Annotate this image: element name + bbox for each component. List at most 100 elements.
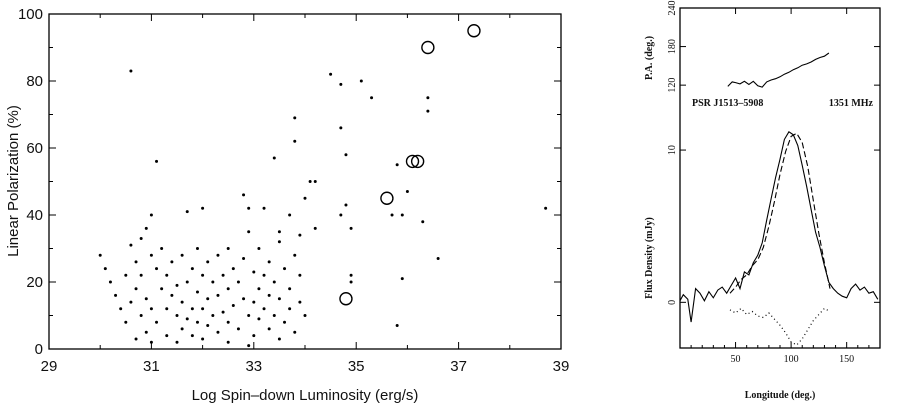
scatter-dot (267, 327, 271, 331)
left-x-tick-label: 39 (553, 358, 570, 375)
scatter-dot (149, 253, 153, 257)
scatter-dot (195, 247, 199, 250)
scatter-dot (298, 273, 302, 277)
scatter-dot (257, 287, 261, 291)
scatter-dot (216, 293, 220, 297)
scatter-dot (206, 260, 210, 264)
right-plot-frame (679, 7, 881, 349)
scatter-dot (242, 193, 246, 197)
right-x-tick-label: 100 (784, 354, 799, 365)
scatter-dot (395, 163, 399, 167)
scatter-dot (252, 270, 256, 274)
scatter-dot (119, 307, 123, 311)
scatter-dot (185, 317, 189, 321)
pa-y-axis: 120 180 240 (667, 1, 880, 93)
scatter-dot (226, 340, 230, 344)
left-y-tick-label: 100 (18, 6, 43, 23)
scatter-dot (349, 226, 353, 230)
scatter-dot (134, 260, 138, 264)
right-x-axis-label: Longitude (deg.) (745, 390, 816, 401)
scatter-dot (149, 307, 153, 311)
scatter-dot (201, 206, 205, 210)
scatter-dot (129, 69, 133, 73)
scatter-dot (298, 300, 302, 304)
scatter-dot (293, 330, 297, 334)
open-circle-marker (339, 292, 353, 306)
left-y-tick-label: 80 (26, 73, 43, 90)
scatter-dot (257, 317, 261, 321)
scatter-dot (160, 247, 164, 250)
scatter-dot (262, 273, 266, 277)
scatter-dot (206, 324, 210, 328)
scatter-dot (236, 327, 240, 331)
frequency-label: 1351 MHz (829, 98, 874, 109)
scatter-dot (165, 334, 169, 338)
scatter-dot (267, 260, 271, 264)
scatter-dot (370, 96, 374, 100)
scatter-dot (277, 240, 281, 244)
solid-profile-line (679, 131, 879, 323)
scatter-dot (339, 82, 343, 86)
scatter-dot (303, 196, 307, 200)
pa-axis-label: P.A. (deg.) (644, 36, 655, 80)
scatter-dot (195, 320, 199, 324)
left-x-tick-label: 33 (245, 358, 262, 375)
scatter-dot (114, 293, 118, 297)
left-x-tick-label: 37 (450, 358, 467, 375)
scatter-dot (155, 267, 159, 271)
scatter-dot (288, 287, 292, 291)
scatter-dot (344, 203, 348, 207)
scatter-dot (252, 334, 256, 338)
left-x-tick-label: 35 (348, 358, 365, 375)
scatter-dot (149, 213, 153, 217)
scatter-dot (247, 206, 251, 210)
scatter-dot (252, 300, 256, 304)
scatter-dot (339, 126, 343, 130)
left-plot-frame (48, 13, 562, 350)
scatter-dot (349, 273, 353, 277)
scatter-dot (144, 226, 148, 230)
scatter-dot (221, 273, 225, 277)
scatter-dot (293, 139, 297, 143)
scatter-dot (201, 337, 205, 341)
scatter-dot (211, 280, 215, 284)
scatter-dot (262, 307, 266, 311)
right-x-axis: 50 100 150 (690, 8, 870, 365)
scatter-dot (180, 253, 184, 257)
scatter-dot (288, 307, 292, 311)
scatter-dot (211, 314, 215, 317)
source-name-label: PSR J1513–5908 (692, 98, 763, 109)
pa-y-tick-label: 180 (667, 39, 678, 54)
scatter-dot (303, 314, 307, 317)
left-y-axis-label: Linear Polarization (%) (5, 105, 22, 257)
scatter-dot (277, 297, 281, 301)
scatter-dot (124, 320, 128, 324)
scatter-dot (298, 233, 302, 237)
right-y-axis: 0 10 (667, 145, 880, 305)
scatter-dot (293, 116, 297, 120)
scatter-dot (134, 337, 138, 341)
left-y-axis: 0 20 40 60 80 100 (18, 6, 561, 358)
scatter-dot (134, 287, 138, 291)
scatter-dot (242, 297, 246, 301)
scatter-dot (226, 247, 230, 250)
left-x-axis-label: Log Spin–down Luminosity (erg/s) (192, 387, 419, 404)
pa-curve (727, 52, 830, 88)
scatter-dot (277, 230, 281, 234)
scatter-dot (175, 340, 179, 344)
scatter-dot (216, 330, 220, 334)
scatter-dot (349, 280, 353, 284)
scatter-dot (226, 320, 230, 324)
scatter-dot (160, 287, 164, 291)
scatter-dot (231, 303, 235, 307)
pulse-profile-chart: 50 100 150 0 10 120 180 240 PSR J1513–5908 13… (644, 1, 881, 401)
right-y-axis-label: Flux Density (mJy) (644, 217, 655, 299)
scatter-dot (170, 293, 174, 297)
scatter-dot (390, 213, 394, 217)
scatter-dot (144, 330, 148, 334)
scatter-dot (226, 287, 230, 291)
right-y-tick-label: 10 (667, 145, 678, 155)
scatter-dot (236, 280, 240, 284)
scatter-dot (190, 334, 194, 338)
pa-y-tick-label: 240 (667, 1, 678, 16)
